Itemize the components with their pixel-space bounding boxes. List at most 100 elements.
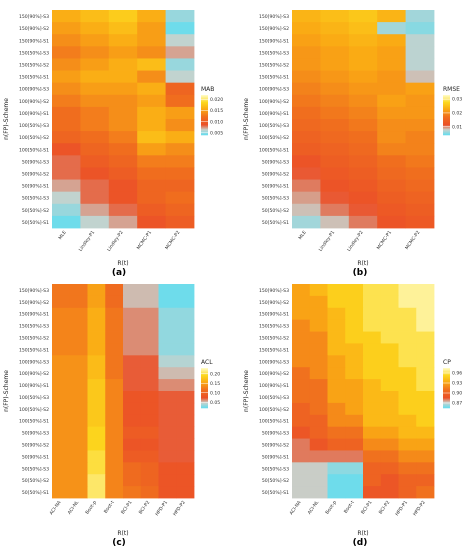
y-tick-label: 150[50%]-S2 xyxy=(259,63,289,69)
heatmap-cell xyxy=(320,46,350,59)
panel-c-caption: (c) xyxy=(112,538,126,548)
legend-gradient-step xyxy=(443,101,450,103)
y-axis-title: n(FP)-Scheme xyxy=(243,98,250,140)
heatmap-cell xyxy=(108,106,138,120)
heatmap-cell xyxy=(345,486,364,499)
heatmap-cell xyxy=(123,331,142,344)
heatmap-cell xyxy=(165,46,195,59)
legend-gradient-step xyxy=(201,368,208,370)
legend-gradient-step xyxy=(443,391,450,393)
legend-tick-label: 0.02 xyxy=(452,111,462,117)
legend-gradient-step xyxy=(201,115,208,117)
heatmap-cell xyxy=(140,402,159,416)
heatmap-cell xyxy=(416,367,435,380)
y-tick-label: 150[90%]-S2 xyxy=(259,300,289,306)
legend-title: CP xyxy=(443,359,451,366)
heatmap-cell xyxy=(348,94,378,108)
heatmap-cell xyxy=(137,143,166,156)
heatmap-cell xyxy=(80,179,110,193)
heatmap-cell xyxy=(398,391,417,404)
heatmap-cell xyxy=(176,486,195,499)
heatmap-cell xyxy=(80,70,110,84)
heatmap-cell xyxy=(52,450,71,463)
heatmap-cell xyxy=(123,343,142,356)
legend-gradient-step xyxy=(201,129,208,131)
legend-gradient-step xyxy=(201,127,208,129)
legend-gradient-step xyxy=(443,119,450,121)
heatmap-cell xyxy=(52,58,81,71)
y-tick-label: 150[90%]-S2 xyxy=(19,26,49,32)
heatmap-cell xyxy=(327,462,346,475)
y-tick-label: 150[50%]-S1 xyxy=(259,75,289,81)
panel-d: (d) 150[90%]-S3 150[90%]-S2 150[90%]-S1 150… xyxy=(243,284,462,548)
y-tick-label: 150[90%]-S1 xyxy=(259,312,289,318)
legend-tick-label: 0.03 xyxy=(452,97,462,103)
heatmap-cell xyxy=(348,155,378,168)
heatmap-cell xyxy=(348,203,378,217)
heatmap-cell xyxy=(348,131,378,144)
heatmap-cell xyxy=(105,402,124,416)
heatmap-cell xyxy=(140,367,159,380)
heatmap-cell xyxy=(309,379,328,392)
heatmap-cell xyxy=(398,295,417,309)
legend-tick-label: 0.010 xyxy=(210,119,223,125)
x-tick-label: MLE xyxy=(58,230,68,241)
legend-gradient-step xyxy=(201,401,208,403)
heatmap-cell xyxy=(69,307,88,321)
heatmap-cell xyxy=(380,379,399,392)
heatmap-cell xyxy=(158,438,177,451)
legend-gradient-step xyxy=(443,371,450,373)
legend-tick-label: 0.87 xyxy=(452,401,462,407)
legend-gradient-step xyxy=(443,100,450,102)
heatmap-cell xyxy=(105,331,124,344)
heatmap-cell xyxy=(327,379,346,392)
heatmap-cell xyxy=(416,319,435,332)
legend: MAB 0.020 0.015 0.010 0.005 xyxy=(201,86,223,136)
heatmap-cell xyxy=(52,10,81,23)
legend-gradient-step xyxy=(443,394,450,396)
legend-gradient-step xyxy=(201,119,208,121)
y-tick-label: 50[90%]-S2 xyxy=(22,172,49,178)
y-tick-label: 100[50%]-S1 xyxy=(259,147,289,153)
heatmap-cell xyxy=(345,343,364,356)
legend-gradient-step xyxy=(201,113,208,115)
heatmap-cell xyxy=(405,215,435,229)
heatmap-cell xyxy=(320,191,350,205)
heatmap-cell xyxy=(158,414,177,428)
heatmap-cell xyxy=(377,94,406,108)
heatmap-cell xyxy=(377,143,406,156)
legend-tick-label: 0.020 xyxy=(210,97,223,103)
heatmap-cell xyxy=(80,106,110,120)
heatmap-cell xyxy=(416,438,435,451)
heatmap-cell xyxy=(363,355,382,368)
legend-gradient-step xyxy=(201,112,208,114)
heatmap-cell xyxy=(380,450,399,463)
legend-tick-label: 0.005 xyxy=(210,130,223,136)
y-tick-label: 150[90%]-S3 xyxy=(19,288,49,294)
heatmap-cell xyxy=(309,450,328,463)
heatmap-cell xyxy=(137,106,166,120)
y-tick-label: 100[90%]-S1 xyxy=(259,383,289,389)
heatmap-cell xyxy=(345,367,364,380)
legend-gradient-step xyxy=(201,384,208,386)
heatmap-cell xyxy=(309,402,328,416)
heatmap-cell xyxy=(309,391,328,404)
heatmap-cell xyxy=(327,355,346,368)
legend-gradient-step xyxy=(443,373,450,375)
heatmap-cell xyxy=(87,474,106,487)
legend-gradient-step xyxy=(201,104,208,106)
heatmap-cell xyxy=(398,426,417,439)
heatmap-cell xyxy=(363,402,382,416)
heatmap-cell xyxy=(380,391,399,404)
legend-gradient-step xyxy=(443,407,450,409)
heatmap-cell xyxy=(69,295,88,309)
heatmap-cell xyxy=(123,450,142,463)
heatmap-cell xyxy=(292,143,321,156)
legend-gradient-step xyxy=(443,406,450,408)
heatmap-cell xyxy=(52,402,71,416)
y-tick-label: 50[90%]-S3 xyxy=(262,159,289,165)
legend-gradient-step xyxy=(443,389,450,391)
y-axis-title: n(FP)-Scheme xyxy=(3,370,10,412)
heatmap-cell xyxy=(327,402,346,416)
y-tick-label: 50[90%]-S3 xyxy=(262,431,289,437)
